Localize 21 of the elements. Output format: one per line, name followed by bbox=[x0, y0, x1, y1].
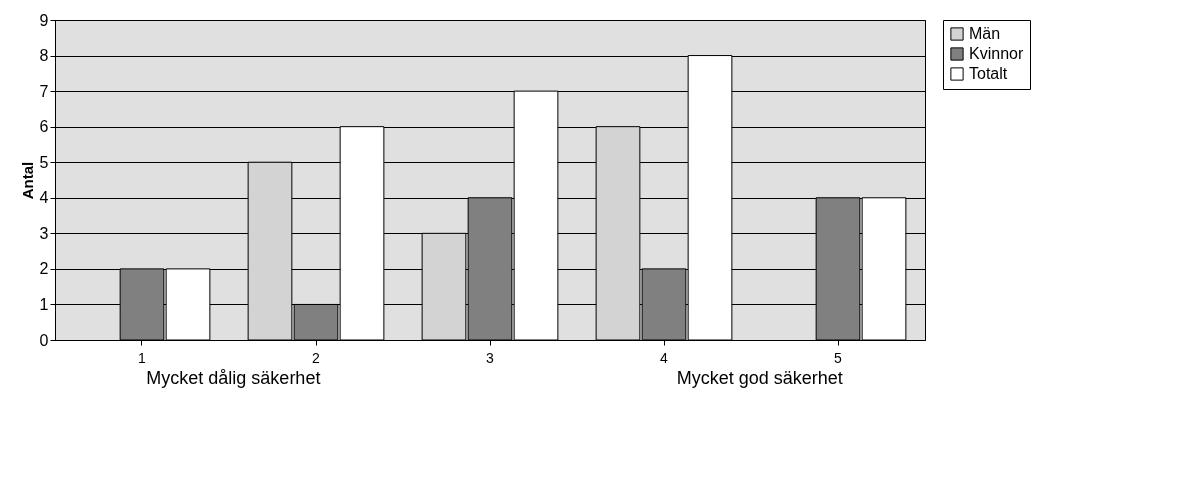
y-tick-label: 5 bbox=[39, 153, 49, 171]
legend-label: Totalt bbox=[969, 65, 1008, 82]
y-tick-label: 0 bbox=[39, 331, 49, 349]
x-tick-label: 5 bbox=[834, 349, 843, 366]
y-tick-label: 7 bbox=[39, 82, 49, 100]
y-tick-label: 9 bbox=[39, 11, 49, 29]
x-tick-label: 4 bbox=[660, 349, 669, 366]
legend-label: Män bbox=[969, 25, 1001, 42]
x-tick-label: 1 bbox=[138, 349, 147, 366]
y-tick-label: 1 bbox=[39, 295, 49, 313]
y-tick-label: 8 bbox=[39, 47, 49, 65]
legend-label: Kvinnor bbox=[969, 45, 1024, 62]
text: Mycket dålig säkerhet bbox=[146, 368, 321, 388]
y-tick-label: 4 bbox=[39, 189, 49, 207]
y-tick-label: 3 bbox=[39, 224, 49, 242]
x-tick-label: 3 bbox=[486, 349, 495, 366]
x-tick-label: 2 bbox=[312, 349, 321, 366]
y-tick-label: 6 bbox=[39, 118, 49, 136]
y-axis-title: Antal bbox=[18, 161, 36, 200]
text: Mycket god säkerhet bbox=[676, 368, 843, 388]
y-tick-label: 2 bbox=[39, 260, 49, 278]
